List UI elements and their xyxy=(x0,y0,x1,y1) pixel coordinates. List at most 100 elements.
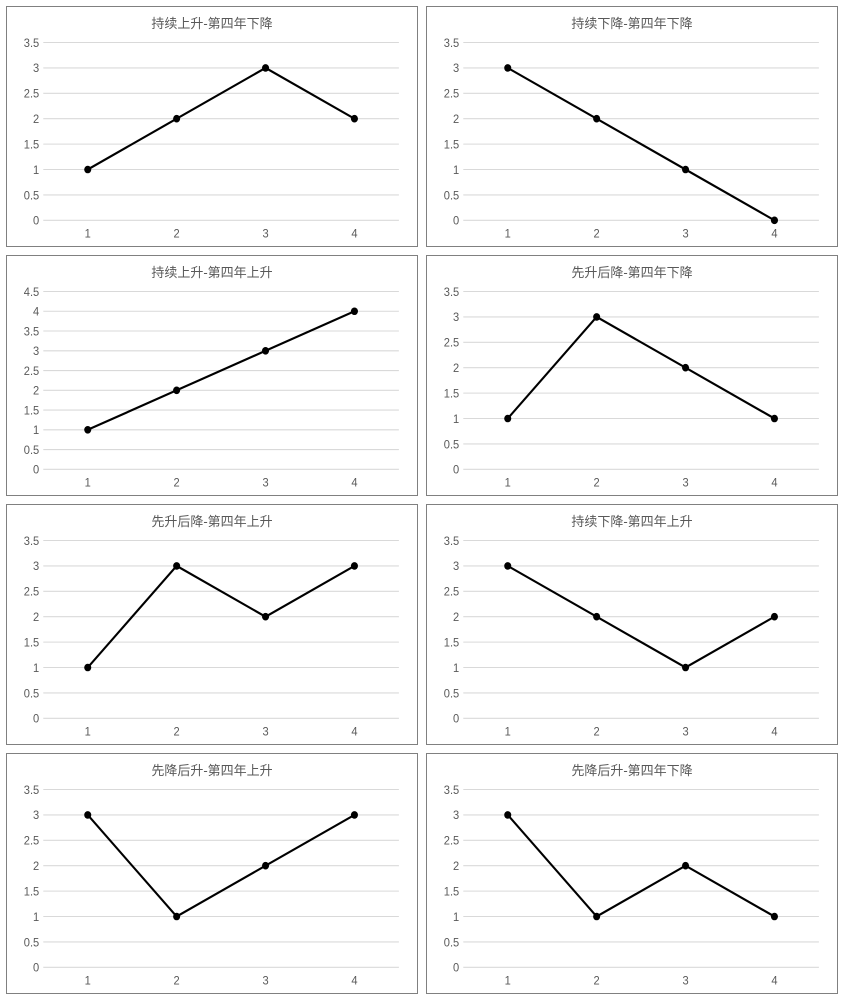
svg-text:1: 1 xyxy=(33,912,39,924)
svg-text:4.5: 4.5 xyxy=(24,287,39,299)
svg-text:2.5: 2.5 xyxy=(444,835,459,847)
svg-text:1: 1 xyxy=(453,663,459,675)
svg-text:0.5: 0.5 xyxy=(444,190,459,202)
svg-text:3: 3 xyxy=(262,477,268,489)
svg-text:1: 1 xyxy=(505,477,511,489)
svg-text:3: 3 xyxy=(33,810,39,822)
svg-text:1.5: 1.5 xyxy=(444,388,459,400)
chart-plot: 00.511.522.533.51234 xyxy=(427,781,837,993)
svg-text:2: 2 xyxy=(174,975,180,987)
chart-plot: 0 0.5 1 1.5 2 2.5 3 3.5 1 2 3 4 xyxy=(427,34,837,246)
svg-text:1: 1 xyxy=(85,228,91,240)
svg-text:1: 1 xyxy=(505,228,511,240)
svg-text:2.5: 2.5 xyxy=(24,366,39,378)
svg-text:2: 2 xyxy=(594,726,600,738)
svg-text:2: 2 xyxy=(453,114,459,126)
svg-text:2: 2 xyxy=(174,228,180,240)
chart-title: 持续下降-第四年上升 xyxy=(427,505,837,532)
chart-title: 先降后升-第四年下降 xyxy=(427,754,837,781)
svg-text:1: 1 xyxy=(85,477,91,489)
svg-text:0.5: 0.5 xyxy=(24,688,39,700)
svg-text:3.5: 3.5 xyxy=(444,287,459,299)
svg-text:0.5: 0.5 xyxy=(24,445,39,457)
chart-panel-c4: 先升后降-第四年下降 00.511.522.533.51234 xyxy=(426,255,838,496)
svg-text:3.5: 3.5 xyxy=(444,785,459,797)
svg-text:4: 4 xyxy=(771,975,778,987)
svg-text:4: 4 xyxy=(351,477,358,489)
svg-text:1.5: 1.5 xyxy=(24,139,39,151)
svg-text:4: 4 xyxy=(771,228,778,240)
svg-text:3: 3 xyxy=(682,477,688,489)
chart-plot: 00.511.522.533.544.51234 xyxy=(7,283,417,495)
svg-text:1: 1 xyxy=(453,165,459,177)
svg-text:4: 4 xyxy=(771,477,778,489)
svg-text:1: 1 xyxy=(505,975,511,987)
svg-text:3.5: 3.5 xyxy=(444,38,459,50)
chart-title: 先降后升-第四年上升 xyxy=(7,754,417,781)
svg-text:2: 2 xyxy=(594,228,600,240)
svg-text:0: 0 xyxy=(453,215,459,227)
chart-plot: 00.511.522.533.51234 xyxy=(427,283,837,495)
svg-text:3: 3 xyxy=(453,63,459,75)
chart-title: 先升后降-第四年上升 xyxy=(7,505,417,532)
svg-text:1: 1 xyxy=(85,975,91,987)
chart-plot: 00.511.522.533.51234 xyxy=(7,532,417,744)
svg-text:1.5: 1.5 xyxy=(444,139,459,151)
svg-text:4: 4 xyxy=(771,726,778,738)
chart-panel-c7: 先降后升-第四年上升 00.511.522.533.51234 xyxy=(6,753,418,994)
chart-title: 持续上升-第四年上升 xyxy=(7,256,417,283)
svg-text:3: 3 xyxy=(33,561,39,573)
svg-text:2: 2 xyxy=(453,861,459,873)
svg-text:1: 1 xyxy=(33,425,39,437)
svg-text:3: 3 xyxy=(682,228,688,240)
svg-text:2: 2 xyxy=(33,385,39,397)
chart-title: 持续下降-第四年下降 xyxy=(427,7,837,34)
svg-text:0.5: 0.5 xyxy=(24,190,39,202)
svg-text:3: 3 xyxy=(262,228,268,240)
svg-text:3: 3 xyxy=(682,975,688,987)
svg-text:2: 2 xyxy=(174,726,180,738)
svg-text:2.5: 2.5 xyxy=(444,586,459,598)
chart-panel-c6: 持续下降-第四年上升 00.511.522.533.51234 xyxy=(426,504,838,745)
svg-text:1: 1 xyxy=(453,414,459,426)
svg-text:3: 3 xyxy=(682,726,688,738)
chart-plot: 00.511.522.533.51234 xyxy=(427,532,837,744)
chart-panel-c3: 持续上升-第四年上升 00.511.522.533.544.51234 xyxy=(6,255,418,496)
svg-text:4: 4 xyxy=(33,306,40,318)
svg-text:1: 1 xyxy=(33,165,39,177)
svg-text:2.5: 2.5 xyxy=(444,88,459,100)
svg-text:1.5: 1.5 xyxy=(24,405,39,417)
svg-text:1.5: 1.5 xyxy=(444,637,459,649)
svg-text:4: 4 xyxy=(351,975,358,987)
svg-text:3.5: 3.5 xyxy=(444,536,459,548)
chart-plot: 00.511.522.533.51234 xyxy=(7,781,417,993)
chart-panel-c8: 先降后升-第四年下降 00.511.522.533.51234 xyxy=(426,753,838,994)
svg-text:2.5: 2.5 xyxy=(24,586,39,598)
svg-text:2: 2 xyxy=(453,612,459,624)
svg-text:2.5: 2.5 xyxy=(24,835,39,847)
chart-panel-c2: 持续下降-第四年下降 0 0.5 1 1.5 2 2.5 3 3.5 1 2 3 4 xyxy=(426,6,838,247)
svg-text:1.5: 1.5 xyxy=(444,886,459,898)
svg-text:0.5: 0.5 xyxy=(24,937,39,949)
svg-text:1.5: 1.5 xyxy=(24,886,39,898)
svg-text:2.5: 2.5 xyxy=(444,337,459,349)
svg-text:2: 2 xyxy=(33,612,39,624)
svg-text:1: 1 xyxy=(453,912,459,924)
svg-text:1: 1 xyxy=(33,663,39,675)
svg-text:0: 0 xyxy=(453,464,459,476)
svg-text:3: 3 xyxy=(453,810,459,822)
svg-text:2: 2 xyxy=(33,114,39,126)
svg-text:1: 1 xyxy=(85,726,91,738)
chart-title: 持续上升-第四年下降 xyxy=(7,7,417,34)
svg-text:0: 0 xyxy=(453,962,459,974)
svg-text:1: 1 xyxy=(505,726,511,738)
svg-text:2: 2 xyxy=(33,861,39,873)
svg-text:4: 4 xyxy=(351,726,358,738)
svg-text:2.5: 2.5 xyxy=(24,88,39,100)
chart-plot: 00.511.522.533.51234 xyxy=(7,34,417,246)
svg-text:3.5: 3.5 xyxy=(24,536,39,548)
chart-grid: 持续上升-第四年下降 0 0.5 1 1.5 2 2.5 3 3.5 1 2 3 4 持续下降-第四年… xyxy=(6,6,838,994)
svg-text:3.5: 3.5 xyxy=(24,326,39,338)
svg-text:3: 3 xyxy=(262,975,268,987)
svg-text:2: 2 xyxy=(594,975,600,987)
